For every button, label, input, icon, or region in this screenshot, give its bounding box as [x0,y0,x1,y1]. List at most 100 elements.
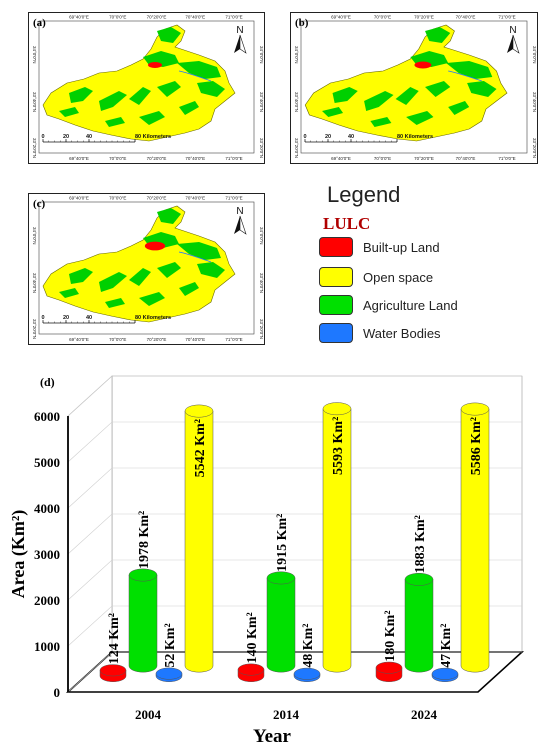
longitude-label: 69°40'0"E [331,15,351,20]
map-a-graphic: 69°40'0"E 69°40'0"E 70°0'0"E 70°0'0"E 70°20'… [32,15,264,162]
agriculture-area [157,262,181,278]
agriculture-area [197,81,225,97]
svg-text:N: N [236,25,243,36]
scale-label: 80 Kilometers [397,134,433,140]
legend-label: Water Bodies [363,325,441,341]
scale-bar: 0 20 40 80 Kilometers [41,134,171,143]
map-c-graphic: 69°40'0"E 69°40'0"E 70°0'0"E 70°0'0"E 70°20'… [32,196,264,343]
bar-top [128,568,158,582]
agriculture-area [59,288,79,298]
longitude-label: 71°0'0"E [225,196,242,201]
x-tick-label: 2024 [411,707,438,722]
longitude-label: 70°0'0"E [374,15,391,20]
bar-built-up-land2014: 140 Km² [237,612,265,682]
latitude-label: 33°40'0"N [32,273,37,293]
longitude-label: 70°20'0"E [147,15,167,20]
agriculture-area [105,298,125,308]
agriculture-area [157,81,181,97]
latitude-label: 34°0'0"N [532,46,537,64]
map-panel-b: 69°40'0"E 69°40'0"E 70°0'0"E 70°0'0"E 70°20'… [290,12,538,164]
scale-label: 80 Kilometers [135,315,171,321]
legend-swatch [319,323,353,343]
scale-bar: 0 20 40 80 Kilometers [41,315,171,324]
bar-built-up-land2024: 180 Km² [375,610,403,682]
agriculture-area [448,101,470,115]
agriculture-area [322,107,344,117]
latitude-label: 33°20'0"N [32,319,37,339]
y-tick-label: 3000 [34,547,60,562]
longitude-label: 70°0'0"E [109,196,126,201]
legend-title: Legend [327,182,401,207]
gridline [67,513,522,555]
scale-label: 40 [86,134,92,140]
latitude-label: 33°20'0"N [294,138,299,158]
bar-water-bodies2004: 52 Km² [155,623,183,682]
agriculture-area [139,111,165,125]
longitude-label: 69°40'0"E [69,156,89,161]
agriculture-area [425,81,451,97]
builtup-area [148,62,162,68]
agriculture-area [69,87,93,103]
longitude-label: 70°0'0"E [374,156,391,161]
agriculture-area [467,81,497,97]
y-tick-label: 1000 [34,639,60,654]
data-label: 124 Km² [107,613,122,664]
latitude-label: 33°20'0"N [259,138,264,158]
longitude-label: 69°40'0"E [69,15,89,20]
bar-agriculture-land2014: 1915 Km² [266,514,296,673]
district-map [42,24,236,142]
scale-bar: 0 20 40 80 Kilometers [303,134,433,143]
latitude-label: 33°40'0"N [32,92,37,112]
agriculture-area [177,61,221,79]
data-label: 47 Km² [439,624,454,668]
bar-open-space2004: 5542 Km² [184,404,214,673]
map-panel-c: 69°40'0"E 69°40'0"E 70°0'0"E 70°0'0"E 70°20'… [28,193,265,345]
builtup-area [414,61,432,69]
agriculture-area [99,272,127,292]
water-body [178,70,212,82]
data-label: 1978 Km² [137,511,152,569]
map-panel-a: 69°40'0"E 69°40'0"E 70°0'0"E 70°0'0"E 70°20'… [28,12,265,164]
bar-top [431,667,459,680]
latitude-label: 33°40'0"N [532,92,537,112]
scale-label: 40 [86,315,92,321]
data-label: 180 Km² [383,610,398,661]
longitude-label: 70°40'0"E [185,15,205,20]
legend-swatch [319,237,353,257]
x-axis-label: Year [253,726,292,747]
bar-body [266,577,296,673]
district-map [304,24,508,142]
panel-label: (a) [33,17,46,29]
agriculture-area [129,268,151,286]
data-label: 140 Km² [245,612,260,663]
bar-chart: 0 1000 2000 3000 4000 5000 6000 (d) Area (Km²) Ye… [8,375,525,747]
scale-label: 40 [348,134,354,140]
bar-body [404,579,434,673]
latitude-label: 34°0'0"N [32,46,37,64]
gridline [67,651,522,693]
agriculture-area [395,87,419,105]
builtup-area [144,241,166,251]
scale-label: 0 [41,315,44,321]
bar-top [460,402,490,416]
latitude-label: 34°0'0"N [259,46,264,64]
longitude-label: 70°0'0"E [109,337,126,342]
y-tick-label: 5000 [34,455,60,470]
latitude-label: 33°20'0"N [32,138,37,158]
longitude-label: 69°40'0"E [69,337,89,342]
bar-body [184,410,214,673]
agriculture-area [69,268,93,284]
panel-label: (c) [33,198,46,210]
longitude-label: 71°0'0"E [498,15,515,20]
y-tick-label: 6000 [34,409,60,424]
bar-built-up-land2004: 124 Km² [99,613,127,682]
longitude-label: 70°20'0"E [414,15,434,20]
gridline [67,375,522,417]
agriculture-area [105,117,125,127]
bar-body [128,574,158,673]
north-arrow-icon: N [507,25,520,54]
latitude-label: 33°40'0"N [259,92,264,112]
latitude-label: 33°40'0"N [259,273,264,293]
longitude-label: 70°20'0"E [414,156,434,161]
longitude-label: 70°0'0"E [109,15,126,20]
